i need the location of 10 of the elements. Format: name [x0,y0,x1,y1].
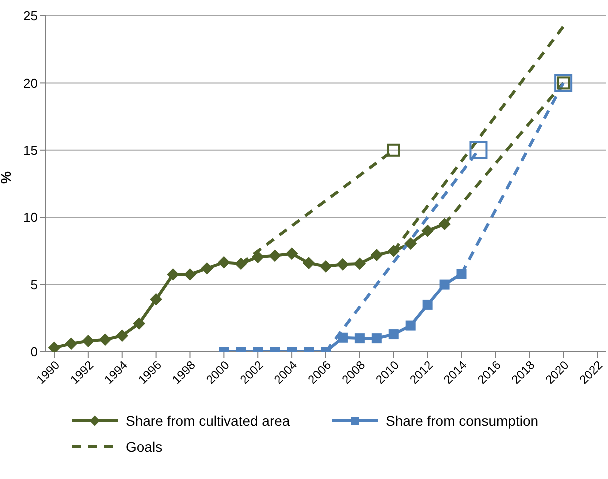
y-tick-label: 15 [24,143,38,158]
y-tick-label: 20 [24,76,38,91]
y-tick-label: 0 [30,344,38,360]
y-tick-label: 5 [30,277,38,292]
y-axis-title: % [0,171,14,184]
legend-label: Goals [126,439,163,455]
legend-label: Share from consumption [386,413,539,429]
legend-label: Share from cultivated area [126,413,290,429]
y-tick-label: 10 [24,210,38,226]
y-tick-label: 25 [24,8,38,24]
